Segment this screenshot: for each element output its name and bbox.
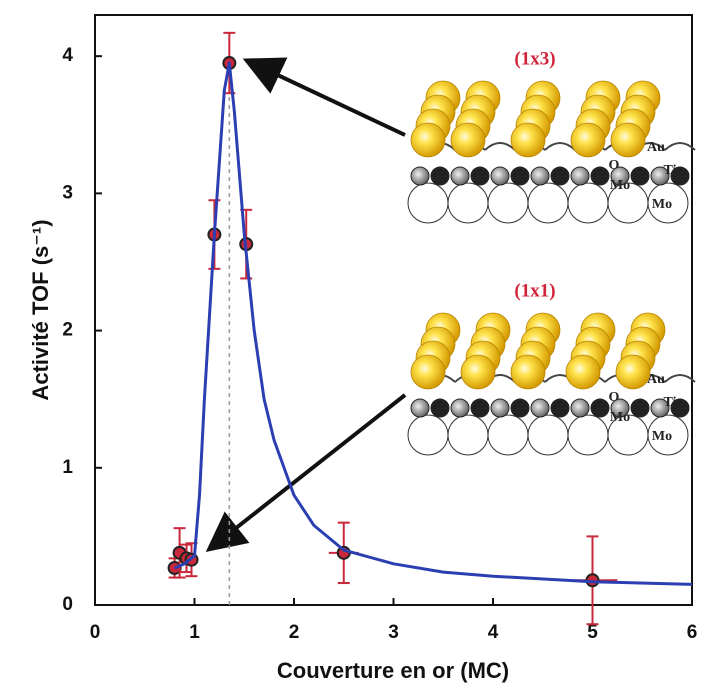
atom	[410, 166, 430, 186]
atom	[670, 166, 690, 186]
atom	[430, 398, 450, 418]
atom-label: Ti	[664, 395, 677, 410]
atom	[487, 414, 529, 456]
atom	[630, 398, 650, 418]
y-tick-label: 2	[62, 320, 73, 341]
atom	[570, 122, 606, 158]
y-tick-label: 3	[62, 182, 73, 203]
atom	[460, 354, 496, 390]
x-tick-label: 1	[189, 622, 200, 643]
atom	[450, 122, 486, 158]
bond	[544, 142, 576, 151]
atom	[530, 398, 550, 418]
atom	[570, 166, 590, 186]
bond	[664, 142, 696, 151]
x-tick-label: 0	[90, 622, 101, 643]
atom	[510, 122, 546, 158]
x-tick-label: 5	[587, 622, 598, 643]
atom	[530, 166, 550, 186]
y-axis-title: Activité TOF (s⁻¹)	[28, 219, 53, 400]
bond	[484, 142, 516, 151]
atom	[510, 166, 530, 186]
atom	[550, 166, 570, 186]
atom	[610, 166, 630, 186]
atom-label: O	[609, 390, 620, 405]
inset-title: (1x3)	[514, 48, 555, 69]
atom	[450, 166, 470, 186]
atom	[447, 414, 489, 456]
arrow	[242, 57, 406, 137]
atom	[590, 166, 610, 186]
atom-label: Mo	[652, 197, 672, 212]
atom	[410, 354, 446, 390]
atom-label: Mo	[610, 410, 630, 425]
atom	[610, 122, 646, 158]
atom-label: O	[609, 158, 620, 173]
atom-label: Au	[647, 140, 665, 155]
atom	[490, 166, 510, 186]
atom	[565, 354, 601, 390]
x-tick-label: 2	[289, 622, 300, 643]
atom	[410, 398, 430, 418]
x-tick-label: 6	[687, 622, 698, 643]
atom-label: Mo	[652, 429, 672, 444]
atom	[410, 122, 446, 158]
atom	[590, 398, 610, 418]
inset: (1x1) Au Ti O Mo Mo	[407, 280, 696, 456]
y-tick-label: 0	[62, 594, 73, 615]
atom	[470, 398, 490, 418]
insets: (1x3) Au Ti O Mo Mo (1x1) Au Ti O Mo Mo	[407, 48, 696, 456]
atom	[510, 354, 546, 390]
atom	[470, 166, 490, 186]
atom	[567, 182, 609, 224]
atom-label: Au	[647, 372, 665, 387]
atom	[487, 182, 529, 224]
atom	[610, 398, 630, 418]
atom	[647, 414, 689, 456]
atom	[647, 182, 689, 224]
y-tick-label: 1	[62, 457, 73, 478]
inset-title: (1x1)	[514, 280, 555, 301]
arrow	[205, 393, 407, 552]
atom-label: Mo	[610, 178, 630, 193]
atom	[650, 166, 670, 186]
atom	[570, 398, 590, 418]
atom	[650, 398, 670, 418]
atom-label: Ti	[664, 163, 677, 178]
x-axis-title: Couverture en or (MC)	[277, 658, 509, 683]
atom	[407, 414, 449, 456]
atom	[615, 354, 651, 390]
inset: (1x3) Au Ti O Mo Mo	[407, 48, 696, 224]
x-tick-label: 4	[488, 622, 499, 643]
atom	[490, 398, 510, 418]
atom	[527, 182, 569, 224]
atom	[550, 398, 570, 418]
fit-curve	[174, 61, 693, 586]
atom	[430, 166, 450, 186]
atom	[567, 414, 609, 456]
atom	[670, 398, 690, 418]
bond	[664, 374, 696, 383]
atom	[450, 398, 470, 418]
atom	[407, 182, 449, 224]
x-tick-label: 3	[388, 622, 399, 643]
y-tick-label: 4	[62, 45, 73, 66]
atom	[630, 166, 650, 186]
atom	[510, 398, 530, 418]
atom	[527, 414, 569, 456]
atom	[447, 182, 489, 224]
